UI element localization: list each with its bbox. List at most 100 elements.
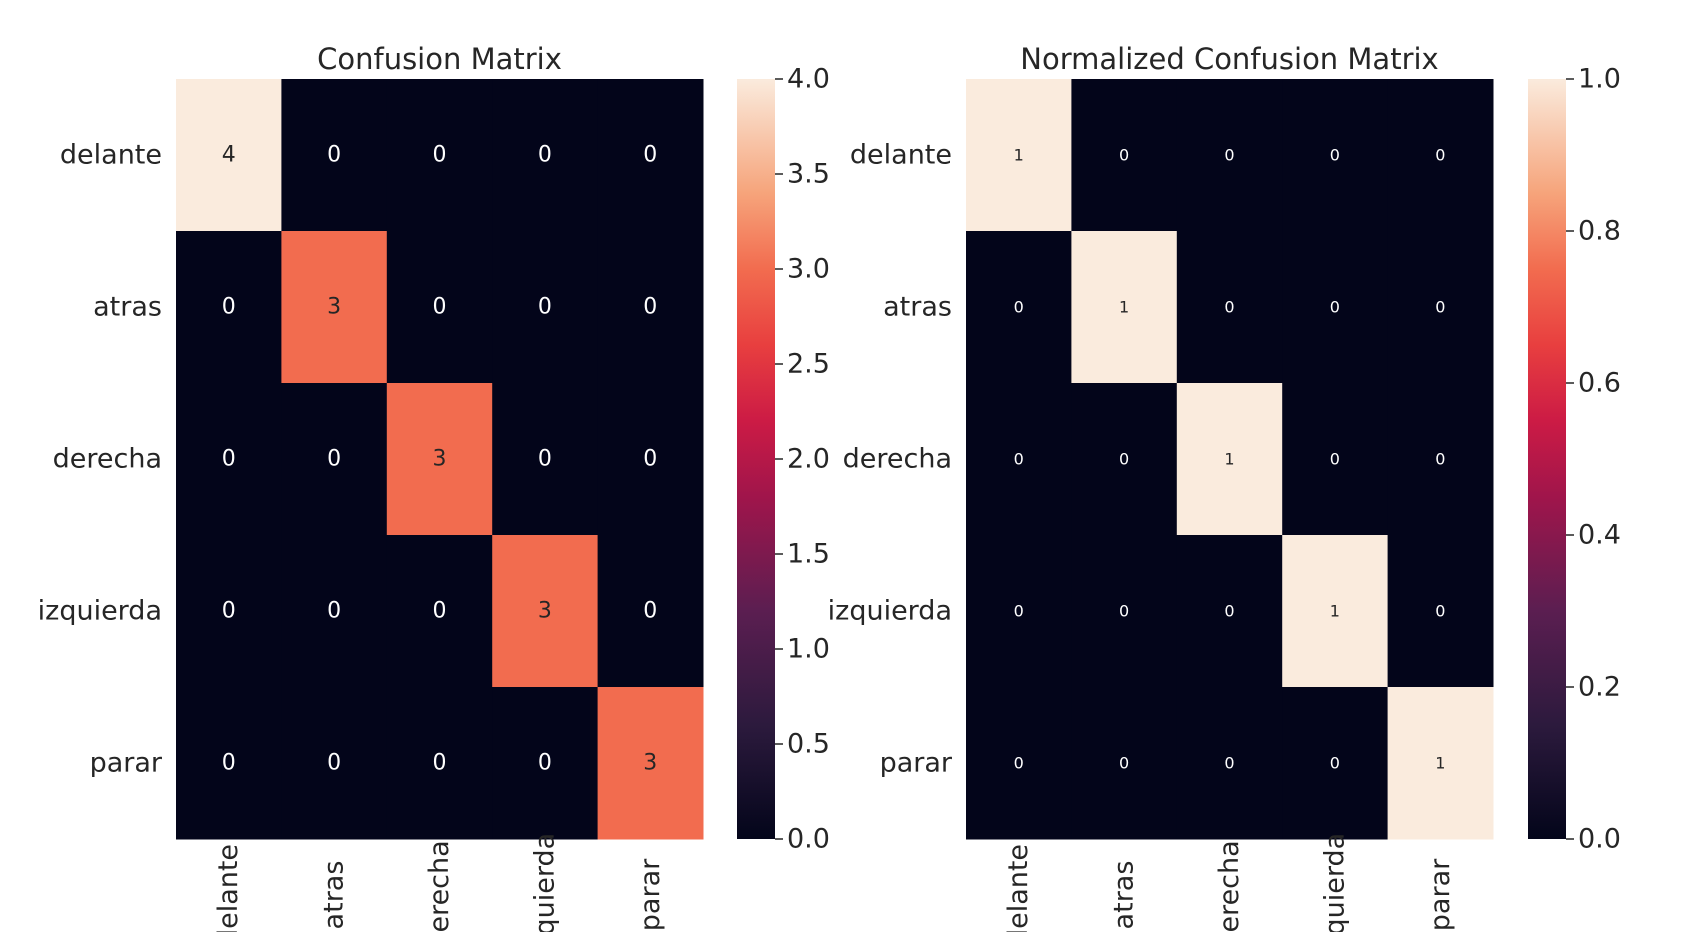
norm-cell-label-r0-c3: 0	[1330, 146, 1340, 165]
norm-cell-r3-c0	[966, 535, 1072, 688]
norm-cell-r4-c3	[1282, 687, 1389, 840]
raw-cell-label-r2-c0: 0	[222, 447, 236, 472]
raw-cell-label-r1-c0: 0	[222, 295, 236, 320]
norm-cell-label-r0-c0: 1	[1014, 146, 1024, 165]
raw-colorbar-tick-label-2: 1.0	[787, 634, 830, 665]
raw-cell-label-r3-c1: 0	[327, 599, 341, 624]
raw-cell-r0-c1	[281, 79, 388, 232]
norm-cell-label-r1-c0: 0	[1014, 298, 1024, 317]
norm-col-tick-label-4: parar	[1425, 858, 1456, 931]
raw-cell-r0-c3	[492, 79, 599, 232]
raw-cell-label-r3-c0: 0	[222, 599, 236, 624]
norm-cell-label-r4-c2: 0	[1224, 754, 1234, 773]
raw-cell-label-r4-c2: 0	[433, 751, 447, 776]
norm-cell-r4-c1	[1071, 687, 1178, 840]
norm-cell-label-r1-c4: 0	[1435, 298, 1445, 317]
raw-cell-r2-c2	[386, 383, 493, 536]
raw-cell-r3-c2	[386, 535, 493, 688]
norm-colorbar-tick-label-4: 0.8	[1578, 216, 1621, 247]
raw-cell-r4-c4	[597, 687, 704, 840]
norm-heatmap-panel: Normalized Confusion Matrix 1 0 0 0 0 0 1 0 0 0 0 0 1…	[828, 42, 1621, 936]
raw-col-tick-label-4: parar	[635, 858, 666, 931]
norm-cell-r2-c4	[1387, 383, 1494, 536]
norm-cell-r3-c4	[1387, 535, 1494, 688]
raw-cell-r2-c4	[597, 383, 704, 536]
norm-cell-label-r4-c0: 0	[1014, 754, 1024, 773]
norm-cell-label-r1-c2: 0	[1224, 298, 1234, 317]
norm-cell-r0-c0	[966, 79, 1072, 232]
raw-colorbar-tick-label-5: 2.5	[787, 349, 830, 380]
raw-cell-label-r2-c2: 3	[433, 447, 447, 472]
raw-cell-r2-c3	[492, 383, 599, 536]
norm-cell-label-r2-c3: 0	[1330, 450, 1340, 469]
raw-cell-label-r1-c4: 0	[643, 295, 657, 320]
norm-row-tick-label-2: derecha	[843, 444, 952, 475]
norm-cell-r2-c1	[1071, 383, 1178, 536]
raw-cell-label-r3-c3: 3	[538, 599, 552, 624]
raw-cell-label-r4-c0: 0	[222, 751, 236, 776]
norm-cell-label-r3-c1: 0	[1119, 602, 1129, 621]
norm-colorbar-tick-label-0: 0.0	[1578, 824, 1621, 855]
raw-cell-label-r2-c4: 0	[643, 447, 657, 472]
norm-cell-r1-c0	[966, 231, 1072, 384]
norm-cell-label-r2-c1: 0	[1119, 450, 1129, 469]
raw-cell-label-r0-c3: 0	[538, 143, 552, 168]
norm-colorbar-tick-label-2: 0.4	[1578, 520, 1621, 551]
raw-cell-r3-c0	[176, 535, 282, 688]
raw-cell-label-r0-c2: 0	[433, 143, 447, 168]
raw-cell-label-r0-c0: 4	[222, 143, 236, 168]
raw-colorbar-tick-label-6: 3.0	[787, 254, 830, 285]
raw-cell-r0-c2	[386, 79, 493, 232]
raw-col-tick-label-1: atras	[319, 861, 350, 930]
raw-colorbar-tick-label-0: 0.0	[787, 824, 830, 855]
raw-colorbar-tick-label-1: 0.5	[787, 729, 830, 760]
norm-cell-r3-c1	[1071, 535, 1178, 688]
norm-cell-label-r4-c1: 0	[1119, 754, 1129, 773]
raw-col-tick-label-0: delante	[213, 844, 244, 932]
raw-col-tick-label-2: derecha	[424, 840, 455, 932]
raw-cell-r3-c1	[281, 535, 388, 688]
norm-cell-r1-c4	[1387, 231, 1494, 384]
raw-cell-label-r2-c3: 0	[538, 447, 552, 472]
norm-cell-label-r2-c2: 1	[1224, 450, 1234, 469]
norm-colorbar-tick-label-5: 1.0	[1578, 64, 1621, 95]
raw-colorbar-tick-label-4: 2.0	[787, 444, 830, 475]
raw-row-tick-label-0: delante	[60, 140, 162, 171]
norm-cell-r1-c3	[1282, 231, 1389, 384]
raw-cell-r0-c4	[597, 79, 704, 232]
raw-cell-label-r4-c1: 0	[327, 751, 341, 776]
raw-cell-r2-c0	[176, 383, 282, 536]
norm-cell-r2-c0	[966, 383, 1072, 536]
raw-cell-label-r3-c4: 0	[643, 599, 657, 624]
norm-cell-label-r1-c3: 0	[1330, 298, 1340, 317]
raw-col-tick-label-3: izquierda	[529, 833, 560, 932]
raw-cell-r3-c3	[492, 535, 599, 688]
norm-cell-r0-c3	[1282, 79, 1389, 232]
raw-cell-r4-c0	[176, 687, 282, 840]
norm-cell-label-r3-c4: 0	[1435, 602, 1445, 621]
raw-cell-r1-c1	[281, 231, 388, 384]
norm-cell-r0-c1	[1071, 79, 1178, 232]
norm-cell-r0-c4	[1387, 79, 1494, 232]
norm-cell-r2-c3	[1282, 383, 1389, 536]
raw-cell-r1-c2	[386, 231, 493, 384]
raw-cell-label-r4-c4: 3	[643, 751, 657, 776]
norm-cell-r3-c2	[1176, 535, 1283, 688]
raw-cell-r3-c4	[597, 535, 704, 688]
norm-row-tick-label-0: delante	[850, 140, 952, 171]
raw-cell-r0-c0	[176, 79, 282, 232]
norm-colorbar-tick-label-1: 0.2	[1578, 672, 1621, 703]
norm-cell-r0-c2	[1176, 79, 1283, 232]
raw-cell-label-r3-c2: 0	[433, 599, 447, 624]
norm-cell-label-r4-c4: 1	[1435, 754, 1445, 773]
raw-cell-r4-c1	[281, 687, 388, 840]
raw-colorbar-tick-label-3: 1.5	[787, 539, 830, 570]
raw-cell-r1-c0	[176, 231, 282, 384]
norm-colorbar-tick-label-3: 0.6	[1578, 368, 1621, 399]
raw-colorbar-tick-label-8: 4.0	[787, 64, 830, 95]
norm-chart-title: Normalized Confusion Matrix	[1020, 42, 1438, 76]
norm-cell-label-r3-c2: 0	[1224, 602, 1234, 621]
norm-col-tick-label-1: atras	[1109, 861, 1140, 930]
